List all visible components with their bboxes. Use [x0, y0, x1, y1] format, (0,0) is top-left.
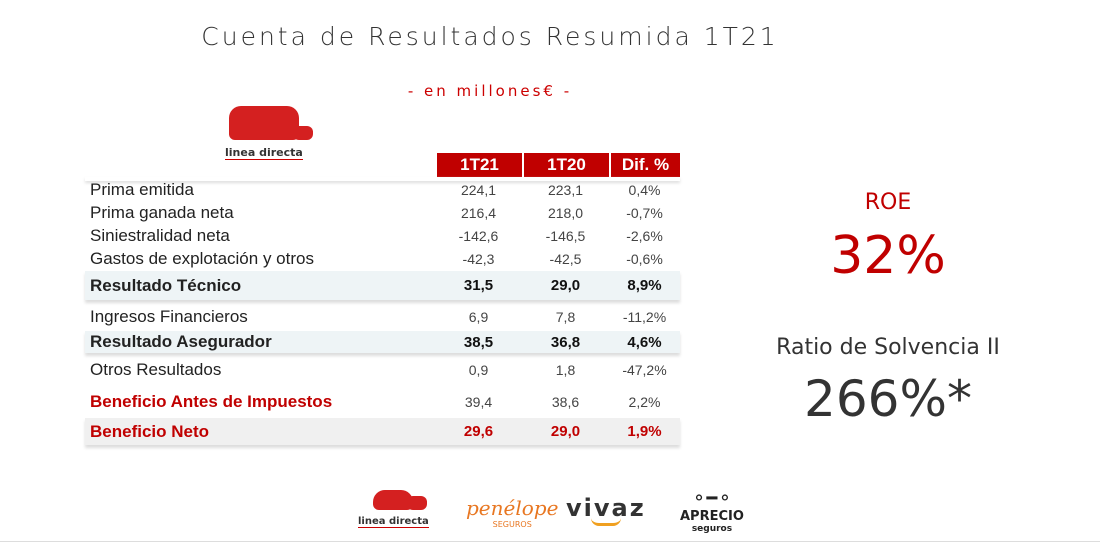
row-value: 218,0	[547, 204, 584, 221]
row-value: 39,4	[464, 394, 493, 410]
row-value: -42,3	[462, 250, 495, 267]
row-value: 0,4%	[628, 181, 661, 198]
row-value: 38,5	[463, 333, 494, 351]
row-value: 29,6	[463, 423, 494, 440]
row-value: -0,7%	[626, 204, 663, 221]
row-value: 1,8	[555, 361, 576, 378]
row-value: 31,5	[463, 277, 494, 294]
logo-text: linea directa	[358, 516, 429, 528]
row-value: 7,8	[555, 308, 576, 325]
row-value: 29,0	[550, 277, 581, 294]
roe-label: ROE	[864, 190, 912, 215]
row-value: -11,2%	[622, 308, 667, 325]
linea-directa-logo-small: linea directa	[358, 490, 429, 528]
row-value: 216,4	[460, 204, 497, 221]
page-title: Cuenta de Resultados Resumida 1T21	[201, 22, 779, 51]
logo-text: linea directa	[225, 146, 303, 160]
logo-subtext: SEGUROS	[492, 520, 532, 529]
table-row: Gastos de explotación y otros -42,3 -42,5 -…	[85, 249, 680, 268]
table-row: Ingresos Financieros 6,9 7,8 -11,2%	[85, 307, 680, 326]
col-header-1t21: 1T21	[437, 153, 522, 177]
solvency-value: 266%*	[804, 370, 972, 428]
table-row: Siniestralidad neta -142,6 -146,5 -2,6%	[85, 226, 680, 245]
row-value: -142,6	[458, 227, 499, 244]
row-value: 38,6	[551, 394, 580, 410]
col-header-1t20: 1T20	[524, 153, 609, 177]
logo-text: penélope	[466, 496, 559, 520]
row-label: Otros Resultados	[90, 359, 222, 379]
row-label: Gastos de explotación y otros	[90, 248, 314, 268]
vivaz-logo: vivaz	[566, 494, 646, 526]
row-label: Siniestralidad neta	[90, 225, 230, 245]
smile-icon	[590, 518, 621, 526]
row-value: 224,1	[460, 181, 497, 198]
row-value: -146,5	[545, 227, 586, 244]
table-row: Beneficio Neto 29,6 29,0 1,9%	[85, 418, 680, 445]
table-row: Resultado Técnico 31,5 29,0 8,9%	[85, 271, 680, 300]
row-value: 0,9	[468, 361, 489, 378]
solvency-label: Ratio de Solvencia II	[776, 335, 1000, 360]
footer-divider	[0, 541, 1100, 542]
row-label: Resultado Técnico	[90, 275, 242, 295]
phone-icon	[373, 490, 428, 510]
row-value: 1,9%	[627, 423, 662, 440]
row-value: 2,2%	[628, 394, 661, 410]
row-value: -2,6%	[626, 227, 663, 244]
row-value: 36,8	[550, 333, 581, 351]
logo-text: APRECIO	[680, 509, 744, 524]
table-row: Otros Resultados 0,9 1,8 -47,2%	[85, 360, 680, 379]
row-value: -42,5	[549, 250, 582, 267]
row-value: 29,0	[550, 423, 581, 440]
row-value: 4,6%	[627, 333, 662, 351]
penelope-logo: penélope SEGUROS	[466, 496, 558, 529]
row-label: Resultado Asegurador	[90, 332, 272, 351]
row-label: Prima emitida	[90, 179, 194, 199]
row-label: Beneficio Antes de Impuestos	[90, 392, 333, 411]
logo-subtext: seguros	[691, 524, 733, 534]
row-value: -0,6%	[626, 250, 663, 267]
phone-icon	[228, 106, 313, 140]
row-value: -47,2%	[622, 361, 667, 378]
row-label: Ingresos Financieros	[90, 306, 248, 326]
table-row: Prima emitida 224,1 223,1 0,4%	[85, 180, 680, 199]
row-value: 6,9	[468, 308, 489, 325]
row-value: 8,9%	[627, 277, 662, 294]
motorbike-icon: ⚬━⚬	[691, 488, 733, 509]
aprecio-logo: ⚬━⚬ APRECIO seguros	[680, 488, 744, 534]
table-row: Beneficio Antes de Impuestos 39,4 38,6 2,2%	[85, 391, 680, 413]
row-label: Prima ganada neta	[90, 202, 234, 222]
col-header-dif: Dif. %	[611, 153, 680, 177]
linea-directa-logo: linea directa	[225, 106, 313, 160]
page-subtitle: - en millones€ -	[407, 82, 573, 100]
row-label: Beneficio Neto	[90, 421, 210, 441]
row-value: 223,1	[547, 181, 584, 198]
table-row: Resultado Asegurador 38,5 36,8 4,6%	[85, 331, 680, 353]
roe-value: 32%	[830, 226, 946, 286]
table-row: Prima ganada neta 216,4 218,0 -0,7%	[85, 203, 680, 222]
